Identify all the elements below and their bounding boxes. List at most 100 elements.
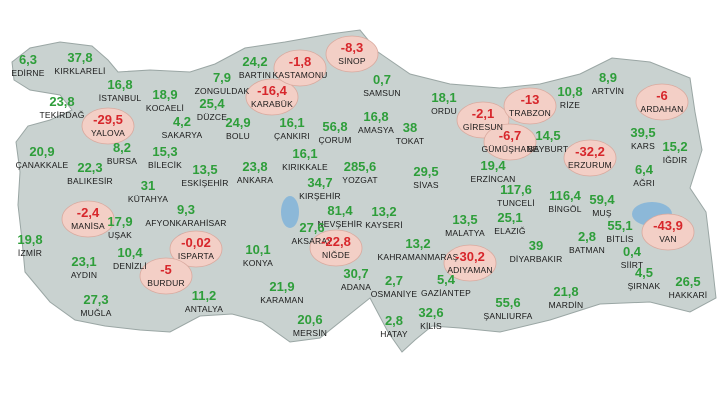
province-value: 2,7	[385, 273, 403, 288]
province-name: TOKAT	[396, 136, 425, 146]
province-value: -30,2	[455, 249, 485, 264]
province-name: MARDİN	[549, 300, 584, 310]
province-name: TEKİRDAĞ	[39, 110, 84, 120]
province-name: ŞANLIURFA	[483, 311, 532, 321]
province-name: BİNGÖL	[548, 204, 581, 214]
province-value: -6,7	[499, 128, 521, 143]
province-name: SİİRT	[621, 260, 644, 270]
province-value: 5,4	[437, 272, 456, 287]
province-name: AKSARAY	[292, 236, 333, 246]
decline-region	[61, 200, 115, 238]
province-name: BİLECİK	[148, 160, 182, 170]
province-name: ÇANAKKALE	[16, 160, 69, 170]
province-name: MANİSA	[71, 221, 105, 231]
province-value: 39,5	[630, 125, 655, 140]
province-name: BURDUR	[147, 278, 185, 288]
labels: 6,3EDİRNE37,8KIRKLARELİ16,8İSTANBUL23,8T…	[11, 40, 707, 339]
province-name: BAYBURT	[528, 144, 569, 154]
province-name: SAMSUN	[363, 88, 401, 98]
province-value: 10,1	[245, 242, 270, 257]
decline-region	[169, 230, 223, 268]
province-value: 26,5	[675, 274, 700, 289]
province-name: ISPARTA	[178, 251, 214, 261]
province-name: DÜZCE	[197, 112, 227, 122]
province-value: 56,8	[322, 119, 347, 134]
province-value: 20,9	[29, 144, 54, 159]
highlights	[61, 35, 695, 295]
province-value: -16,4	[257, 83, 287, 98]
province-value: 15,2	[662, 139, 687, 154]
province-name: BURSA	[107, 156, 137, 166]
province-name: SİVAS	[413, 180, 439, 190]
province-name: NİĞDE	[322, 250, 350, 260]
province-value: 6,4	[635, 162, 654, 177]
province-name: TUNCELİ	[497, 198, 535, 208]
province-value: 0,7	[373, 72, 391, 87]
province-name: KONYA	[243, 258, 273, 268]
province-value: 13,5	[192, 162, 217, 177]
province-value: 23,8	[242, 159, 267, 174]
decline-region	[81, 107, 135, 145]
province-value: -13	[521, 92, 540, 107]
province-name: MALATYA	[445, 228, 485, 238]
province-value: 19,4	[480, 158, 506, 173]
province-value: 31	[141, 178, 155, 193]
province-name: AYDIN	[71, 270, 97, 280]
province-name: ZONGULDAK	[195, 86, 250, 96]
province-value: 2,8	[385, 313, 403, 328]
province-value: 4,2	[173, 114, 191, 129]
province-value: 22,3	[77, 160, 102, 175]
province-name: MUĞLA	[80, 308, 111, 318]
province-value: 20,6	[297, 312, 322, 327]
province-value: 7,9	[213, 70, 231, 85]
province-name: HATAY	[380, 329, 408, 339]
province-value: 24,2	[242, 54, 267, 69]
province-name: ADIYAMAN	[447, 265, 492, 275]
province-value: 16,1	[279, 115, 304, 130]
province-name: VAN	[659, 234, 676, 244]
decline-region	[273, 49, 327, 87]
province-name: SİNOP	[338, 56, 366, 66]
province-value: 8,2	[113, 140, 131, 155]
province-value: 10,8	[557, 84, 582, 99]
province-value: 18,9	[152, 87, 177, 102]
province-name: UŞAK	[108, 230, 132, 240]
province-name: BALIKESİR	[67, 176, 113, 186]
province-name: ESKİŞEHİR	[181, 178, 228, 188]
province-value: 117,6	[500, 182, 532, 197]
province-value: 39	[529, 238, 543, 253]
province-value: 13,5	[452, 212, 477, 227]
province-name: KASTAMONU	[272, 70, 327, 80]
province-value: -5	[160, 262, 172, 277]
province-value: 8,9	[599, 70, 617, 85]
province-name: KAYSERİ	[365, 220, 403, 230]
province-value: 55,6	[495, 295, 520, 310]
province-value: 32,6	[418, 305, 443, 320]
province-value: 25,1	[497, 210, 522, 225]
province-name: KIRKLARELİ	[54, 66, 105, 76]
province-name: KIRIKKALE	[282, 162, 328, 172]
province-value: 34,7	[307, 175, 332, 190]
province-name: EDİRNE	[11, 68, 44, 78]
province-name: ARDAHAN	[641, 104, 684, 114]
province-value: -0,02	[181, 235, 211, 250]
province-value: 13,2	[405, 236, 430, 251]
province-value: 13,2	[371, 204, 396, 219]
province-name: IĞDIR	[663, 155, 688, 165]
province-value: -1,8	[289, 54, 311, 69]
province-value: 9,3	[177, 202, 195, 217]
province-name: MUŞ	[592, 208, 612, 218]
province-name: DENİZLİ	[113, 261, 147, 271]
province-name: İSTANBUL	[99, 93, 142, 103]
province-name: HAKKARİ	[669, 290, 708, 300]
decline-region	[309, 229, 363, 267]
province-value: 23,8	[49, 94, 74, 109]
province-value: 29,5	[413, 164, 438, 179]
province-name: KİLİS	[420, 321, 442, 331]
decline-region	[641, 213, 695, 251]
decline-region	[483, 123, 537, 161]
province-name: NEVŞEHİR	[317, 219, 362, 229]
province-value: -2,1	[472, 106, 494, 121]
province-name: ANTALYA	[185, 304, 223, 314]
